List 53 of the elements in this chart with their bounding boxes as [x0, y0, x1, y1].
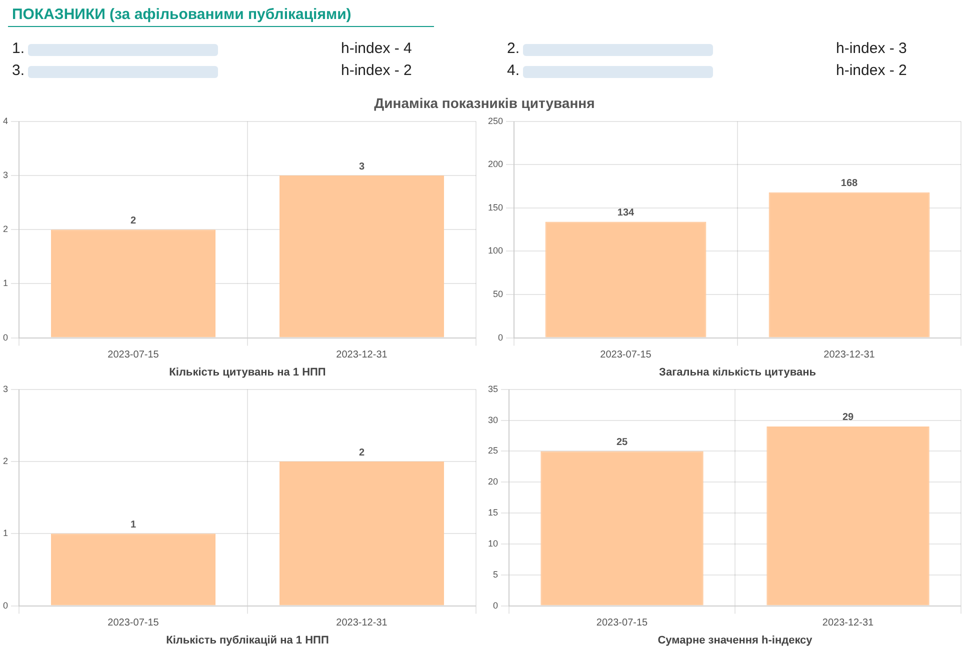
x-tick-label: 2023-07-15: [108, 618, 160, 629]
y-tick-label: 10: [488, 538, 498, 548]
y-tick-label: 1: [2, 278, 8, 288]
x-tick-label: 2023-12-31: [824, 350, 876, 361]
y-tick-label: 0: [2, 600, 8, 610]
x-axis-title: Сумарне значення h-індексу: [658, 634, 814, 646]
data-label: 134: [617, 208, 635, 219]
text: 4.: [507, 62, 520, 79]
data-label: 3: [358, 161, 365, 172]
data-label: 2: [358, 447, 365, 458]
y-tick-label: 0: [498, 332, 504, 342]
y-tick-label: 200: [488, 159, 504, 170]
y-tick-label: 2: [2, 456, 8, 466]
y-tick-label: 5: [492, 569, 498, 580]
y-tick-label: 35: [488, 384, 498, 394]
x-tick-label: 2023-12-31: [822, 618, 874, 629]
y-tick-label: 3: [2, 384, 8, 394]
y-tick-label: 30: [488, 414, 498, 425]
y-tick-label: 250: [488, 116, 504, 126]
x-tick-label: 2023-07-15: [108, 350, 160, 361]
text: h-index - 2: [836, 62, 907, 79]
text: Динаміка показників цитування: [373, 95, 596, 111]
y-tick-label: 15: [488, 508, 498, 518]
y-tick-label: 20: [488, 476, 498, 487]
text: h-index - 4: [341, 40, 412, 57]
data-label: 168: [840, 178, 858, 190]
y-tick-label: 50: [493, 289, 504, 300]
y-tick-label: 3: [2, 170, 8, 180]
y-tick-label: 0: [492, 600, 498, 610]
data-label: 29: [842, 412, 854, 424]
y-tick-label: 25: [488, 446, 498, 456]
text: 3.: [12, 62, 25, 79]
text: h-index - 2: [341, 62, 412, 79]
text: h-index - 3: [836, 40, 907, 57]
x-tick-label: 2023-12-31: [336, 618, 388, 629]
y-tick-label: 100: [488, 246, 504, 256]
text: ПОКАЗНИКИ (за афільованими публікаціями): [12, 6, 352, 23]
y-tick-label: 150: [488, 202, 504, 212]
x-axis-title: Кількість цитувань на 1 НПП: [169, 366, 326, 378]
y-tick-label: 1: [2, 528, 8, 538]
x-tick-label: 2023-07-15: [600, 350, 652, 361]
x-axis-title: Загальна кількість цитувань: [659, 366, 816, 378]
y-tick-label: 0: [2, 332, 8, 342]
y-tick-label: 2: [2, 224, 8, 234]
data-label: 25: [616, 436, 628, 448]
x-axis-title: Кількість публікацій на 1 НПП: [166, 634, 329, 646]
x-tick-label: 2023-12-31: [336, 350, 388, 361]
y-tick-label: 4: [2, 116, 8, 126]
data-label: 2: [130, 215, 136, 226]
text: 1.: [12, 40, 25, 57]
data-label: 1: [130, 519, 136, 530]
x-tick-label: 2023-07-15: [596, 618, 648, 629]
text: 2.: [507, 40, 520, 57]
